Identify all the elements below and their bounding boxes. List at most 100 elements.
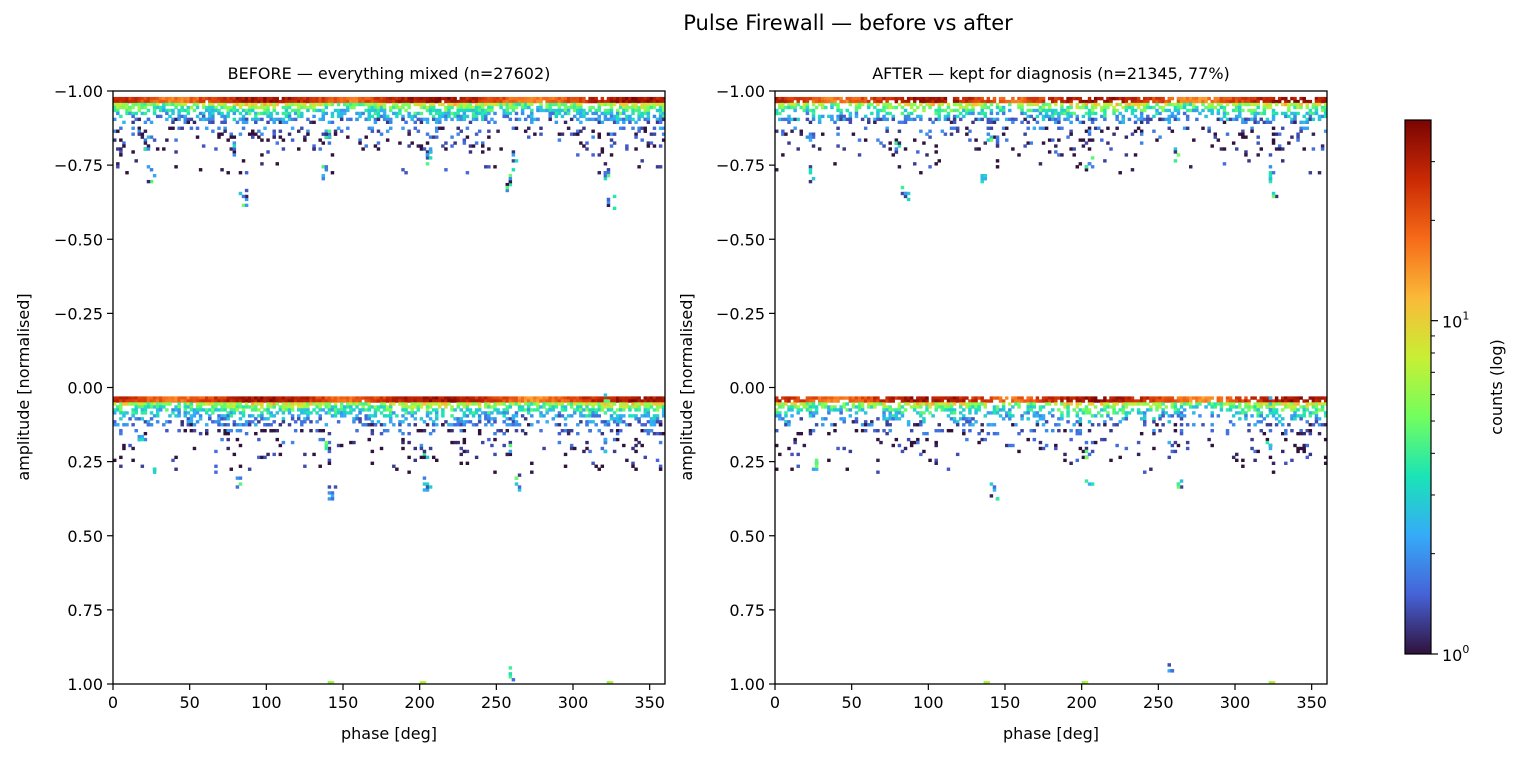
heatmap-cell (116, 405, 120, 409)
heatmap-cell (1210, 443, 1214, 448)
heatmap-cell (186, 105, 191, 110)
heatmap-cell (631, 105, 635, 110)
heatmap-cell (1017, 431, 1021, 436)
heatmap-cell (576, 111, 580, 116)
heatmap-cell (919, 411, 923, 415)
heatmap-cell (563, 452, 568, 457)
heatmap-cell (1038, 96, 1043, 101)
heatmap-cell (637, 105, 641, 110)
heatmap-cell (474, 114, 479, 119)
heatmap-cell (505, 99, 509, 104)
heatmap-cell (247, 423, 252, 427)
heatmap-cell (474, 96, 479, 101)
heatmap-cell (333, 402, 338, 406)
heatmap-cell (247, 414, 252, 418)
heatmap-cell (1075, 399, 1079, 403)
heatmap-cell (428, 99, 433, 104)
heatmap-cell (934, 96, 938, 101)
heatmap-cell (1189, 165, 1193, 169)
heatmap-cell (152, 99, 157, 104)
heatmap-cell (214, 396, 218, 400)
heatmap-cell (324, 129, 329, 133)
heatmap-cell (367, 437, 371, 442)
heatmap-cell (269, 429, 273, 433)
heatmap-cell (600, 147, 605, 151)
heatmap-cell (189, 408, 194, 412)
heatmap-cell (1323, 99, 1328, 104)
heatmap-cell (1238, 108, 1242, 113)
heatmap-cell (576, 105, 580, 110)
heatmap-cell (379, 396, 384, 400)
heatmap-cell (527, 102, 531, 107)
heatmap-cell (934, 108, 938, 113)
heatmap-cell (787, 423, 791, 427)
heatmap-cell (916, 440, 920, 445)
heatmap-cell (453, 417, 457, 421)
heatmap-cell (1238, 132, 1242, 136)
heatmap-cell (370, 449, 375, 454)
heatmap-cell (1109, 96, 1113, 101)
heatmap-cell (162, 147, 166, 151)
heatmap-cell (628, 105, 632, 110)
heatmap-cell (278, 405, 283, 409)
heatmap-cell (554, 111, 559, 116)
heatmap-cell (195, 411, 200, 415)
heatmap-cell (471, 96, 476, 101)
heatmap-cell (220, 414, 224, 418)
heatmap-cell (1201, 396, 1205, 400)
heatmap-cell (612, 117, 617, 122)
heatmap-cell (1001, 417, 1006, 421)
heatmap-cell (1020, 120, 1024, 125)
heatmap-cell (379, 114, 384, 119)
heatmap-cell (327, 497, 332, 501)
heatmap-cell (441, 144, 445, 148)
heatmap-cell (425, 141, 430, 145)
heatmap-cell (119, 464, 123, 468)
heatmap-cell (152, 467, 157, 471)
heatmap-cell (318, 464, 322, 468)
heatmap-cell (263, 429, 267, 433)
heatmap-cell (251, 129, 255, 133)
heatmap-cell (903, 396, 908, 400)
heatmap-cell (116, 423, 120, 427)
heatmap-cell (946, 429, 951, 433)
heatmap-cell (1185, 446, 1190, 451)
heatmap-cell (511, 150, 516, 154)
heatmap-cell (625, 117, 629, 122)
heatmap-cell (955, 399, 960, 403)
heatmap-cell (152, 470, 157, 474)
heatmap-cell (385, 429, 390, 433)
heatmap-cell (631, 99, 635, 104)
heatmap-cell (260, 417, 264, 421)
heatmap-cell (1130, 168, 1135, 172)
heatmap-cell (952, 396, 957, 400)
heatmap-cell (646, 108, 651, 113)
heatmap-cell (1167, 420, 1171, 424)
heatmap-cell (946, 117, 951, 122)
heatmap-cell (247, 105, 252, 110)
heatmap-cell (438, 99, 442, 104)
heatmap-cell (1020, 105, 1024, 110)
heatmap-cell (603, 405, 608, 409)
heatmap-cell (349, 96, 353, 101)
heatmap-cell (508, 672, 513, 676)
heatmap-cell (333, 396, 338, 400)
heatmap-cell (143, 105, 148, 110)
heatmap-cell (1287, 102, 1291, 107)
heatmap-cell (1185, 396, 1190, 400)
heatmap-cell (152, 414, 157, 418)
heatmap-cell (1008, 102, 1012, 107)
heatmap-cell (180, 126, 184, 130)
heatmap-cell (180, 102, 184, 107)
heatmap-cell (131, 96, 135, 101)
heatmap-cell (333, 485, 338, 489)
heatmap-cell (863, 429, 868, 433)
heatmap-cell (251, 414, 255, 418)
heatmap-cell (272, 99, 276, 104)
heatmap-cell (1136, 440, 1141, 445)
heatmap-cell (867, 99, 871, 104)
heatmap-cell (542, 396, 546, 400)
heatmap-cell (244, 420, 249, 424)
heatmap-cell (793, 437, 797, 442)
heatmap-cell (146, 99, 151, 104)
